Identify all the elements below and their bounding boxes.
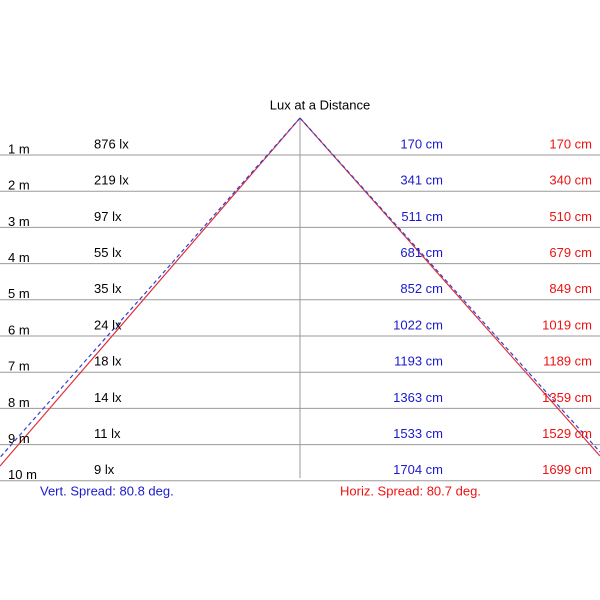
horizontal-spread: Horiz. Spread: 80.7 deg. bbox=[340, 483, 481, 498]
vertical-width: 1022 cm bbox=[393, 317, 443, 332]
lux: 55 lx bbox=[94, 245, 122, 260]
horizontal-width: 170 cm bbox=[549, 136, 592, 151]
horizontal-width: 679 cm bbox=[549, 245, 592, 260]
distance: 8 m bbox=[8, 395, 30, 410]
horizontal-width: 1529 cm bbox=[542, 426, 592, 441]
vertical-width: 1363 cm bbox=[393, 390, 443, 405]
distance: 5 m bbox=[8, 286, 30, 301]
vertical-width: 852 cm bbox=[400, 281, 443, 296]
lux: 11 lx bbox=[94, 426, 121, 441]
horizontal-width: 1019 cm bbox=[542, 317, 592, 332]
beam-edge-right-horizontal bbox=[299, 117, 600, 457]
vertical-spread: Vert. Spread: 80.8 deg. bbox=[40, 483, 174, 498]
vertical-width: 1193 cm bbox=[394, 354, 443, 369]
title: Lux at a Distance bbox=[270, 97, 370, 112]
vertical-width: 170 cm bbox=[400, 136, 443, 151]
distance: 1 m bbox=[8, 141, 30, 156]
distance: 4 m bbox=[8, 250, 30, 265]
horizontal-width: 340 cm bbox=[549, 173, 592, 188]
lux: 876 lx bbox=[94, 136, 129, 151]
lux: 24 lx bbox=[94, 317, 122, 332]
horizontal-width: 510 cm bbox=[549, 209, 592, 224]
distance: 10 m bbox=[8, 467, 37, 482]
lux: 18 lx bbox=[94, 354, 122, 369]
vertical-width: 1704 cm bbox=[393, 462, 443, 477]
vertical-width: 341 cm bbox=[400, 173, 443, 188]
lux: 97 lx bbox=[94, 209, 122, 224]
horizontal-width: 1189 cm bbox=[543, 354, 592, 369]
distance: 7 m bbox=[8, 359, 30, 374]
distance: 9 m bbox=[8, 431, 30, 446]
lux: 14 lx bbox=[94, 390, 122, 405]
distance: 6 m bbox=[8, 322, 30, 337]
horizontal-width: 1699 cm bbox=[542, 462, 592, 477]
rows: 1 m 876 lx 170 cm 170 cm 2 m 219 lx 341 cm 340 … bbox=[8, 136, 592, 482]
beam-edge-left-horizontal bbox=[0, 117, 301, 467]
horizontal-width: 1359 cm bbox=[542, 390, 592, 405]
distance: 2 m bbox=[8, 178, 30, 193]
beam-edge-right-vertical bbox=[299, 117, 600, 453]
lux: 219 lx bbox=[94, 173, 129, 188]
vertical-width: 511 cm bbox=[401, 209, 443, 224]
vertical-width: 1533 cm bbox=[393, 426, 443, 441]
vertical-width: 681 cm bbox=[400, 245, 443, 260]
distance: 3 m bbox=[8, 214, 30, 229]
lux: 9 lx bbox=[94, 462, 115, 477]
horizontal-width: 849 cm bbox=[549, 281, 592, 296]
lux: 35 lx bbox=[94, 281, 122, 296]
